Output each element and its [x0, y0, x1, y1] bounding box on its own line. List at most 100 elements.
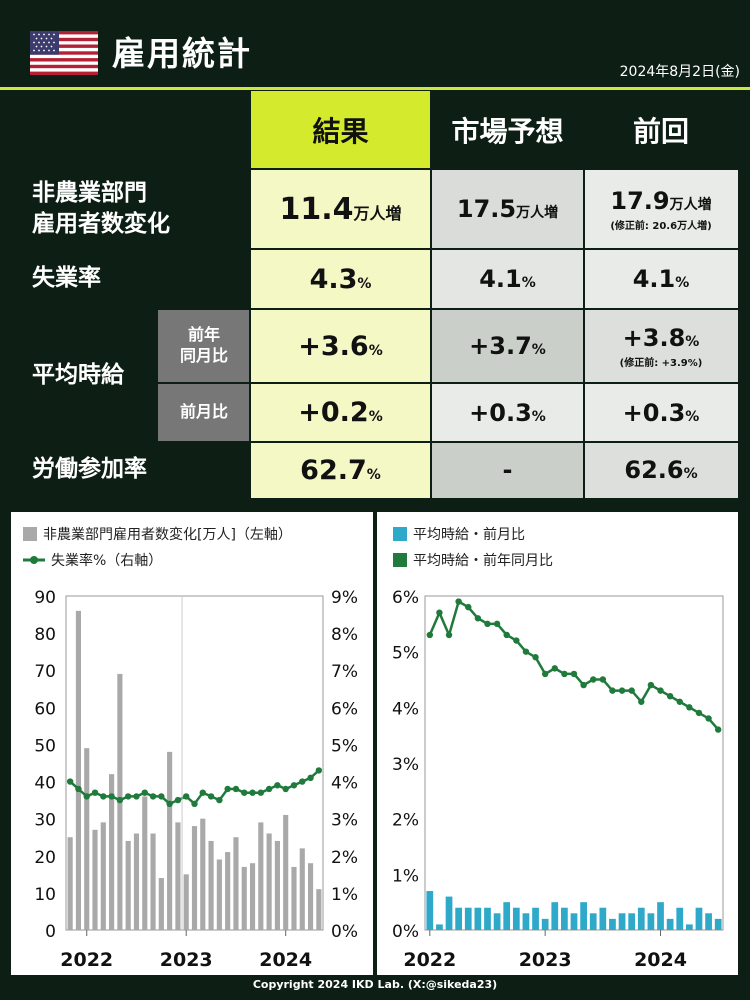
unemployment-point: [149, 793, 157, 800]
wages-mom-forecast-unit: %: [531, 408, 546, 425]
nfp-bar: [191, 826, 198, 930]
wages-yoy-point: [599, 676, 607, 683]
unemployment-point: [274, 782, 281, 789]
wages-mom-bar: [580, 902, 587, 930]
unemployment-point: [207, 793, 215, 800]
nfp-bar: [208, 840, 214, 930]
unemployment-point: [166, 800, 173, 808]
unemployment-point: [290, 782, 298, 789]
nfp-bar: [299, 848, 305, 930]
wages-mom-bar: [685, 924, 693, 930]
left-y-tick: 30: [34, 811, 56, 831]
wages-mom-forecast-value: +0.3: [469, 398, 532, 427]
wages-mom-previous-unit: %: [685, 408, 700, 425]
wages-yoy-point: [455, 598, 462, 605]
wages-yoy-point: [676, 698, 683, 705]
table-grid: [12, 91, 738, 498]
wages-mom-bar: [637, 907, 645, 930]
participation-previous-value: 62.6: [624, 456, 684, 484]
nfp-forecast-unit: 万人増: [516, 205, 559, 221]
nfp-bar: [249, 863, 256, 930]
page-title: 雇用統計: [112, 34, 252, 73]
legend-wages-mom: 平均時給・前月比: [393, 524, 525, 544]
wages-mom-bar: [426, 891, 434, 930]
wages-yoy-previous: +3.8% (修正前: +3.9%): [584, 309, 738, 383]
legend-bar-swatch: [23, 527, 37, 541]
nfp-bar: [316, 889, 322, 930]
unemployment-point: [75, 785, 82, 793]
left-y-tick: 10: [34, 885, 56, 905]
nfp-bar: [133, 833, 140, 930]
left-x-tick: 2022: [60, 949, 113, 971]
unemployment-forecast-unit: %: [521, 275, 536, 291]
nfp-bar: [158, 878, 164, 930]
nfp-bar: [125, 840, 131, 930]
nfp-bar: [175, 822, 181, 930]
left-y-tick: 0: [45, 922, 56, 942]
wages-mom-bar: [676, 907, 684, 930]
nfp-bar: [266, 833, 272, 930]
unemployment-point: [257, 789, 265, 796]
unemployment-point: [83, 793, 90, 800]
nfp-bar: [200, 818, 206, 930]
nfp-previous: 17.9万人増 (修正前: 20.6万人増): [584, 169, 738, 249]
left-y2-tick: 7%: [331, 662, 358, 682]
wages-yoy-point: [590, 676, 597, 683]
left-y2-tick: 5%: [331, 736, 358, 756]
nfp-bar: [233, 837, 239, 930]
row-label-nfp-line2: 雇用者数変化: [32, 211, 170, 237]
wages-yoy-point: [465, 603, 472, 611]
nfp-bar: [167, 751, 173, 930]
wages-yoy-previous-unit: %: [685, 333, 700, 350]
nfp-bar: [109, 774, 115, 930]
unemployment-point: [141, 789, 148, 796]
wages-mom-bar: [474, 907, 482, 930]
results-table: 結果 市場予想 前回 非農業部門 雇用者数変化 11.4万人増 17.5万人増 …: [12, 91, 738, 498]
wages-yoy-point: [609, 687, 616, 694]
wages-mom-bar: [503, 902, 511, 930]
wages-mom-bar: [436, 924, 443, 930]
wages-yoy-label-line2: 同月比: [179, 346, 228, 365]
row-label-participation: 労働参加率: [32, 456, 147, 483]
copyright-footer: Copyright 2024 IKD Lab. (X:@sikeda23): [252, 978, 498, 991]
wages-yoy-point: [503, 631, 510, 639]
nfp-bar: [291, 866, 297, 930]
wages-mom-bar: [512, 907, 520, 930]
wages-yoy-forecast-value: +3.7: [469, 332, 532, 360]
legend-nfp: 非農業部門雇用者数変化[万人]（左軸）: [23, 524, 292, 544]
left-y2-tick: 8%: [331, 625, 358, 645]
nfp-bar: [84, 748, 90, 930]
nfp-result-value: 11.4: [279, 191, 354, 227]
participation-result: 62.7%: [250, 442, 431, 498]
wages-yoy-forecast-unit: %: [531, 342, 546, 358]
nfp-unemployment-chart: 非農業部門雇用者数変化[万人]（左軸） 失業率%（右軸） 0 10 20 30 40 50…: [11, 512, 373, 975]
wages-mom-bar: [532, 907, 539, 930]
nfp-bar: [274, 840, 280, 930]
unemployment-point: [133, 793, 140, 800]
right-chart-plot: 0% 1% 2% 3% 4% 5% 6% 2022 2023 2024: [392, 588, 724, 971]
nfp-bar: [100, 822, 106, 930]
wages-mom-bar: [522, 913, 530, 930]
wages-mom-bar: [714, 918, 722, 930]
participation-previous: 62.6%: [584, 442, 738, 498]
nfp-bar: [142, 796, 148, 930]
wages-yoy-point: [493, 620, 501, 628]
left-y-tick: 90: [34, 588, 56, 608]
unemployment-point: [241, 789, 248, 796]
legend-unemployment-label: 失業率%（右軸）: [51, 553, 163, 569]
wages-mom-forecast: +0.3%: [431, 383, 584, 442]
wages-mom-result: +0.2%: [250, 383, 431, 442]
nfp-bar: [216, 859, 222, 930]
right-y-tick: 0%: [392, 922, 419, 942]
wages-mom-bar: [551, 902, 559, 930]
unemployment-forecast-value: 4.1: [479, 265, 522, 293]
nfp-bar: [183, 874, 189, 930]
nfp-bar: [150, 833, 156, 930]
wages-yoy-point: [580, 681, 587, 689]
legend-unemployment: 失業率%（右軸）: [23, 550, 162, 570]
nfp-bar: [67, 837, 73, 930]
wages-mom-result-value: +0.2: [298, 397, 369, 428]
accent-divider: [0, 87, 750, 90]
unemployment-point: [191, 800, 198, 808]
